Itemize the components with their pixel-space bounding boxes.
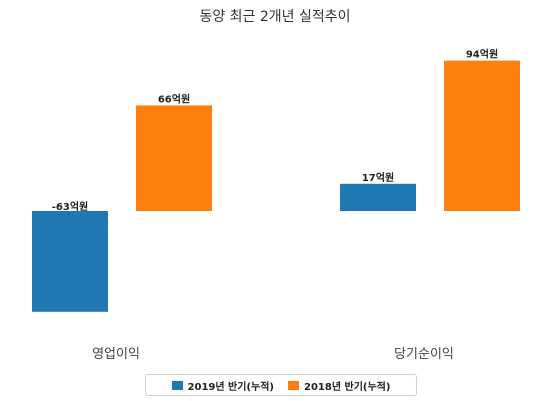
legend-item-2019: 2019년 반기(누적) (171, 378, 274, 393)
data-label: 17억원 (362, 171, 394, 184)
bar-당기순이익-2019년 반기(누적) (340, 183, 416, 211)
legend-label-2019: 2019년 반기(누적) (187, 381, 274, 393)
chart-title: 동양 최근 2개년 실적추이 (199, 9, 351, 25)
bar-당기순이익-2018년 반기(누적) (444, 60, 520, 211)
data-label: -63억원 (52, 200, 88, 213)
legend-swatch-2019 (171, 380, 183, 390)
legend-swatch-2018 (288, 380, 299, 390)
category-label: 당기순이익 (394, 347, 454, 362)
bar-영업이익-2018년 반기(누적) (136, 105, 212, 211)
chart-legend: 2019년 반기(누적) 2018년 반기(누적) (145, 374, 417, 396)
legend-item-2018: 2018년 반기(누적) (288, 378, 390, 393)
data-label: 66억원 (158, 92, 190, 105)
data-label: 94억원 (466, 48, 498, 61)
category-label: 영업이익 (92, 347, 140, 362)
legend-label-2018: 2018년 반기(누적) (304, 381, 391, 393)
bar-영업이익-2019년 반기(누적) (32, 211, 108, 312)
